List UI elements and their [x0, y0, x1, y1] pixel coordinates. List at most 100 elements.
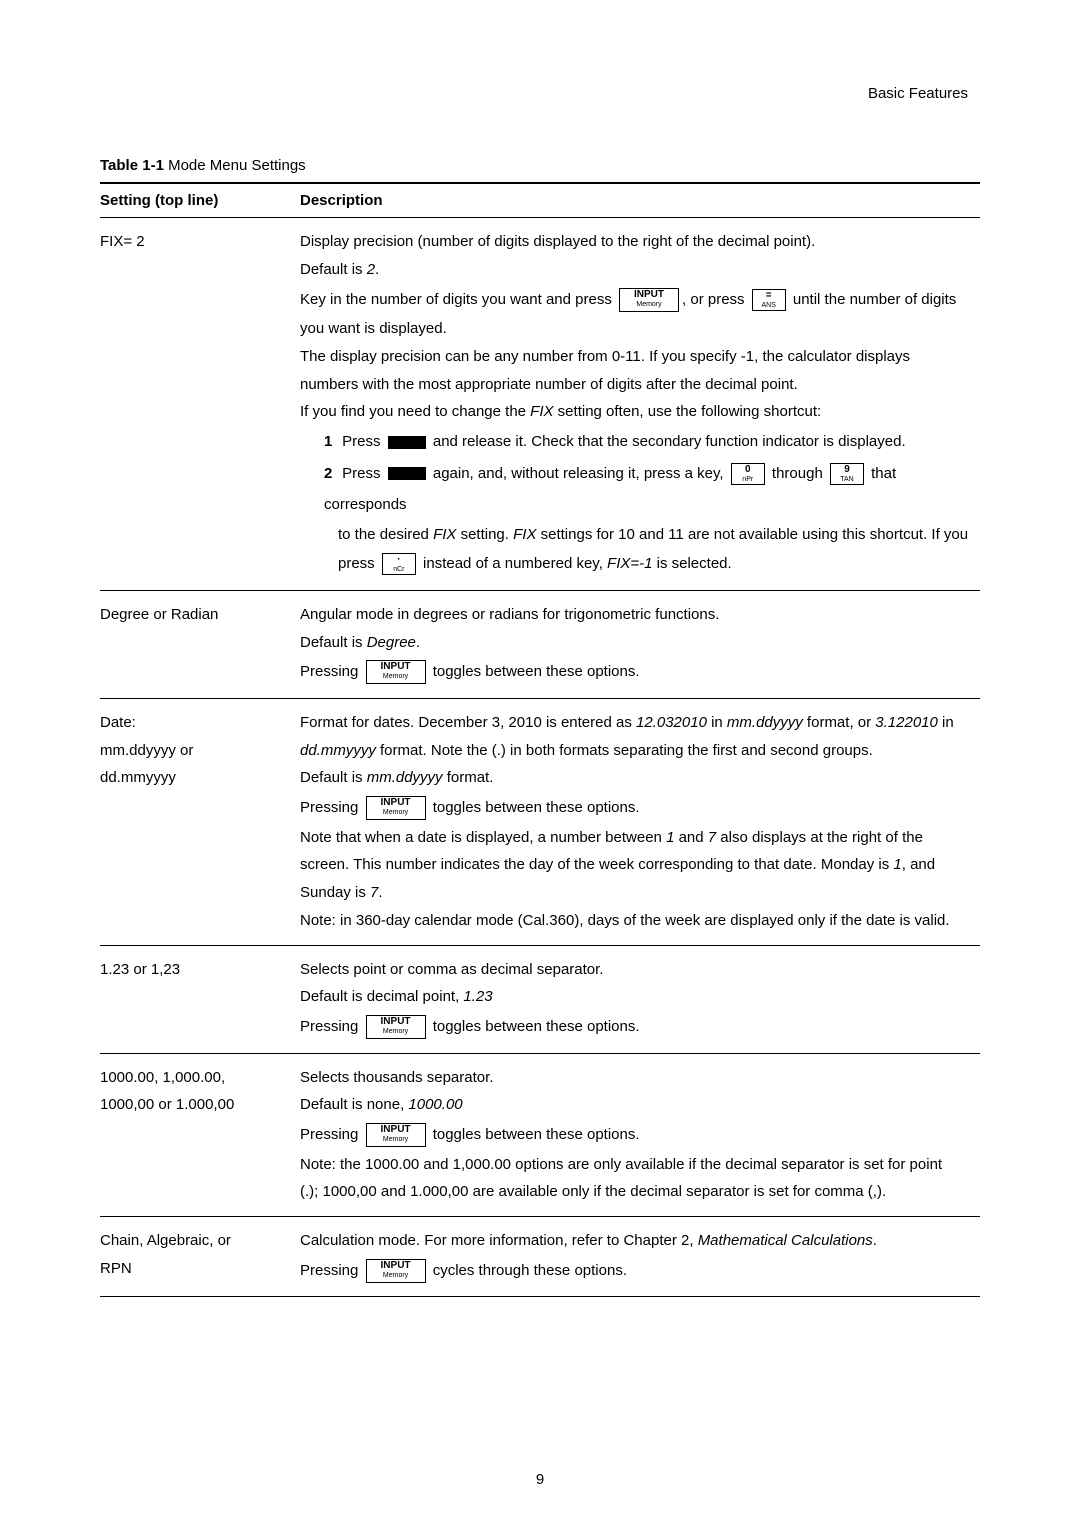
- setting-cell: 1.23 or 1,23: [100, 945, 300, 1053]
- table-name: Mode Menu Settings: [164, 157, 306, 174]
- text: Pressing: [300, 1018, 363, 1035]
- table-row-thousands: 1000.00, 1,000.00, 1000,00 or 1.000,00 S…: [100, 1053, 980, 1217]
- description-cell: Format for dates. December 3, 2010 is en…: [300, 698, 980, 945]
- text: RPN: [100, 1260, 132, 1277]
- text: Pressing: [300, 1126, 363, 1143]
- text-italic: FIX: [433, 526, 456, 543]
- text: Note that when a date is displayed, a nu…: [300, 829, 666, 846]
- step-number: 2: [324, 458, 338, 490]
- text: Note: the 1000.00 and 1,000.00 options a…: [300, 1156, 942, 1173]
- text: format, or: [803, 714, 876, 731]
- text: Default is: [300, 634, 367, 651]
- column-header-setting: Setting (top line): [100, 183, 300, 218]
- text-italic: 3.122010: [875, 714, 938, 731]
- text: numbers with the most appropriate number…: [300, 376, 798, 393]
- text: toggles between these options.: [429, 1018, 640, 1035]
- text: , and: [902, 856, 935, 873]
- document-page: Basic Features Table 1-1 Mode Menu Setti…: [0, 0, 1080, 1528]
- shift-key-icon: [388, 436, 426, 449]
- text: toggles between these options.: [429, 799, 640, 816]
- text: .: [873, 1232, 877, 1249]
- nine-key-icon: 9TAN: [830, 463, 864, 485]
- input-key-icon: INPUTMemory: [366, 660, 426, 684]
- text: Default is none,: [300, 1096, 408, 1113]
- text-italic: 12.032010: [636, 714, 707, 731]
- dot-key-icon: ·nCr: [382, 553, 416, 575]
- text-italic: mm.ddyyyy: [727, 714, 803, 731]
- shift-key-icon: [388, 467, 426, 480]
- text: If you find you need to change the: [300, 403, 530, 420]
- text: and release it. Check that the secondary…: [429, 433, 906, 450]
- setting-cell: FIX= 2: [100, 218, 300, 591]
- text: Key in the number of digits you want and…: [300, 291, 616, 308]
- text-italic: dd.mmyyyy: [300, 742, 376, 759]
- text: settings for 10 and 11 are not available…: [536, 526, 968, 543]
- setting-cell: 1000.00, 1,000.00, 1000,00 or 1.000,00: [100, 1053, 300, 1217]
- text-italic: 1.23: [463, 988, 492, 1005]
- text: toggles between these options.: [429, 1126, 640, 1143]
- description-cell: Selects point or comma as decimal separa…: [300, 945, 980, 1053]
- description-cell: Calculation mode. For more information, …: [300, 1217, 980, 1297]
- input-key-icon: INPUTMemory: [366, 1015, 426, 1039]
- text: Default is decimal point,: [300, 988, 463, 1005]
- table-row-degree: Degree or Radian Angular mode in degrees…: [100, 590, 980, 698]
- text: toggles between these options.: [429, 663, 640, 680]
- table-number: Table 1-1: [100, 157, 164, 174]
- text: (.); 1000,00 and 1.000,00 are available …: [300, 1183, 886, 1200]
- text: The display precision can be any number …: [300, 348, 910, 365]
- text: and: [674, 829, 707, 846]
- text-italic: FIX: [530, 403, 553, 420]
- table-row-decimal: 1.23 or 1,23 Selects point or comma as d…: [100, 945, 980, 1053]
- zero-key-icon: 0nPr: [731, 463, 765, 485]
- text-italic: Degree: [367, 634, 416, 651]
- text: in: [707, 714, 727, 731]
- text: .: [375, 261, 379, 278]
- text: Pressing: [300, 799, 363, 816]
- text: Default is: [300, 261, 367, 278]
- table-row-fix: FIX= 2 Display precision (number of digi…: [100, 218, 980, 591]
- text: Angular mode in degrees or radians for t…: [300, 606, 719, 623]
- text: press: [338, 555, 379, 572]
- text: through: [768, 465, 827, 482]
- input-key-icon: INPUTMemory: [366, 796, 426, 820]
- text-italic: 7: [708, 829, 716, 846]
- text: is selected.: [652, 555, 731, 572]
- text: dd.mmyyyy: [100, 769, 176, 786]
- text: Calculation mode. For more information, …: [300, 1232, 698, 1249]
- text: , or press: [682, 291, 749, 308]
- text: Sunday is: [300, 884, 370, 901]
- setting-cell: Date: mm.ddyyyy or dd.mmyyyy: [100, 698, 300, 945]
- text: Display precision (number of digits disp…: [300, 233, 815, 250]
- description-cell: Angular mode in degrees or radians for t…: [300, 590, 980, 698]
- input-key-icon: INPUTMemory: [619, 288, 679, 312]
- input-key-icon: INPUTMemory: [366, 1123, 426, 1147]
- text: setting often, use the following shortcu…: [554, 403, 822, 420]
- text: mm.ddyyyy or: [100, 742, 193, 759]
- header-section-title: Basic Features: [100, 85, 980, 102]
- text: in: [938, 714, 954, 731]
- text: Pressing: [300, 663, 363, 680]
- description-cell: Selects thousands separator. Default is …: [300, 1053, 980, 1217]
- text: screen. This number indicates the day of…: [300, 856, 893, 873]
- setting-cell: Degree or Radian: [100, 590, 300, 698]
- text: to the desired: [338, 526, 433, 543]
- step-number: 1: [324, 426, 338, 458]
- text: 1000,00 or 1.000,00: [100, 1096, 234, 1113]
- text-italic: FIX=-1: [607, 555, 652, 572]
- text-italic: 1: [893, 856, 901, 873]
- equals-key-icon: =ANS: [752, 289, 786, 311]
- text: setting.: [456, 526, 513, 543]
- description-cell: Display precision (number of digits disp…: [300, 218, 980, 591]
- text: .: [416, 634, 420, 651]
- setting-cell: Chain, Algebraic, or RPN: [100, 1217, 300, 1297]
- input-key-icon: INPUTMemory: [366, 1259, 426, 1283]
- text: until the number of digits: [789, 291, 957, 308]
- text-italic: mm.ddyyyy: [367, 769, 443, 786]
- text: Selects point or comma as decimal separa…: [300, 961, 603, 978]
- page-number: 9: [0, 1471, 1080, 1488]
- table-caption: Table 1-1 Mode Menu Settings: [100, 157, 980, 174]
- column-header-description: Description: [300, 183, 980, 218]
- text: Press: [342, 433, 385, 450]
- text: Format for dates. December 3, 2010 is en…: [300, 714, 636, 731]
- text: you want is displayed.: [300, 320, 447, 337]
